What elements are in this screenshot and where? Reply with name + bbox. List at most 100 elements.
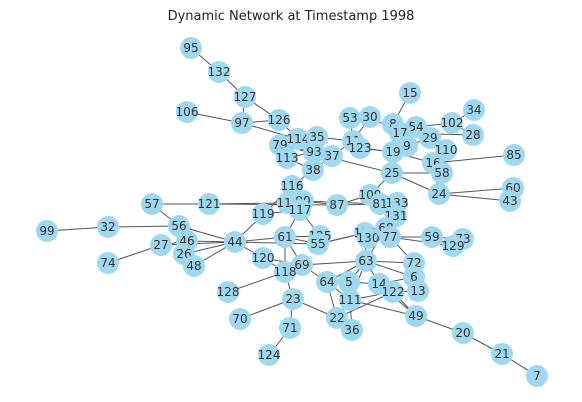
node-122: 122 — [382, 281, 404, 303]
node-circle — [268, 109, 290, 131]
node-63: 63 — [355, 250, 377, 272]
node-59: 59 — [421, 226, 443, 248]
node-label: 129 — [442, 239, 465, 253]
node-label: 127 — [234, 90, 257, 104]
node-5: 5 — [338, 271, 360, 293]
node-label: 87 — [329, 198, 344, 212]
node-label: 37 — [324, 149, 339, 163]
edge-24-43 — [438, 193, 511, 202]
node-circle — [452, 322, 474, 344]
node-34: 34 — [463, 99, 485, 121]
node-13: 13 — [407, 280, 429, 302]
node-circle — [355, 250, 377, 272]
node-label: 5 — [345, 275, 353, 289]
node-27: 27 — [150, 234, 172, 256]
node-87: 87 — [326, 194, 348, 216]
node-circle — [526, 365, 548, 387]
node-123: 123 — [349, 137, 371, 159]
node-label: 106 — [176, 105, 199, 119]
node-circle — [307, 233, 329, 255]
node-32: 32 — [97, 216, 119, 238]
node-label: 85 — [506, 148, 521, 162]
node-29: 29 — [419, 127, 441, 149]
node-label: 8 — [389, 117, 397, 131]
node-label: 28 — [465, 128, 480, 142]
node-circle — [382, 281, 404, 303]
edge-16-85 — [432, 154, 515, 164]
node-label: 53 — [342, 111, 357, 125]
node-130: 130 — [357, 227, 379, 249]
node-circle — [234, 86, 256, 108]
node-circle — [339, 289, 361, 311]
node-circle — [141, 193, 163, 215]
node-circle — [183, 255, 205, 277]
node-15: 15 — [399, 82, 421, 104]
node-circle — [208, 61, 230, 83]
node-circle — [291, 254, 313, 276]
node-circle — [229, 308, 251, 330]
node-43: 43 — [499, 190, 521, 212]
node-61: 61 — [274, 226, 296, 248]
node-circle — [279, 317, 301, 339]
node-circle — [407, 280, 429, 302]
node-69: 69 — [291, 254, 313, 276]
node-circle — [176, 101, 198, 123]
node-circle — [338, 271, 360, 293]
node-21: 21 — [491, 343, 513, 365]
node-label: 32 — [100, 220, 115, 234]
node-106: 106 — [176, 101, 199, 123]
node-circle — [499, 190, 521, 212]
node-circle — [379, 226, 401, 248]
node-circle — [180, 37, 202, 59]
node-circle — [303, 141, 325, 163]
node-70: 70 — [229, 308, 251, 330]
node-20: 20 — [452, 322, 474, 344]
node-circle — [441, 112, 463, 134]
node-label: 64 — [319, 275, 334, 289]
node-114: 114 — [287, 128, 309, 150]
node-circle — [274, 261, 296, 283]
node-label: 120 — [252, 251, 275, 265]
node-label: 119 — [252, 207, 275, 221]
node-126: 126 — [268, 109, 291, 131]
node-circle — [339, 107, 361, 129]
node-132: 132 — [208, 61, 230, 83]
node-71: 71 — [279, 317, 301, 339]
node-102: 102 — [441, 112, 463, 134]
node-circle — [252, 203, 274, 225]
node-label: 74 — [100, 256, 115, 270]
node-label: 6 — [410, 270, 418, 284]
node-128: 128 — [217, 281, 239, 303]
node-circle — [442, 235, 464, 257]
node-23: 23 — [282, 288, 304, 310]
node-circle — [399, 82, 421, 104]
node-85: 85 — [503, 144, 525, 166]
node-circle — [217, 281, 239, 303]
node-label: 54 — [408, 120, 423, 134]
node-label: 126 — [268, 113, 291, 127]
node-label: 15 — [402, 86, 417, 100]
node-circle — [381, 162, 403, 184]
node-111: 111 — [339, 289, 362, 311]
node-label: 111 — [339, 293, 362, 307]
node-44: 44 — [224, 231, 246, 253]
node-64: 64 — [316, 271, 338, 293]
node-circle — [321, 145, 343, 167]
node-25: 25 — [381, 162, 403, 184]
node-label: 121 — [198, 197, 221, 211]
node-circle — [150, 234, 172, 256]
node-121: 121 — [198, 193, 221, 215]
node-118: 118 — [274, 261, 297, 283]
node-circle — [405, 305, 427, 327]
node-label: 118 — [274, 265, 297, 279]
node-120: 120 — [252, 247, 275, 269]
edge-111-49 — [349, 299, 417, 317]
node-label: 44 — [227, 235, 242, 249]
node-label: 95 — [183, 41, 198, 55]
node-circle — [231, 112, 253, 134]
node-label: 69 — [294, 258, 309, 272]
node-label: 70 — [232, 312, 247, 326]
node-label: 25 — [384, 166, 399, 180]
node-circle — [463, 99, 485, 121]
node-circle — [428, 183, 450, 205]
